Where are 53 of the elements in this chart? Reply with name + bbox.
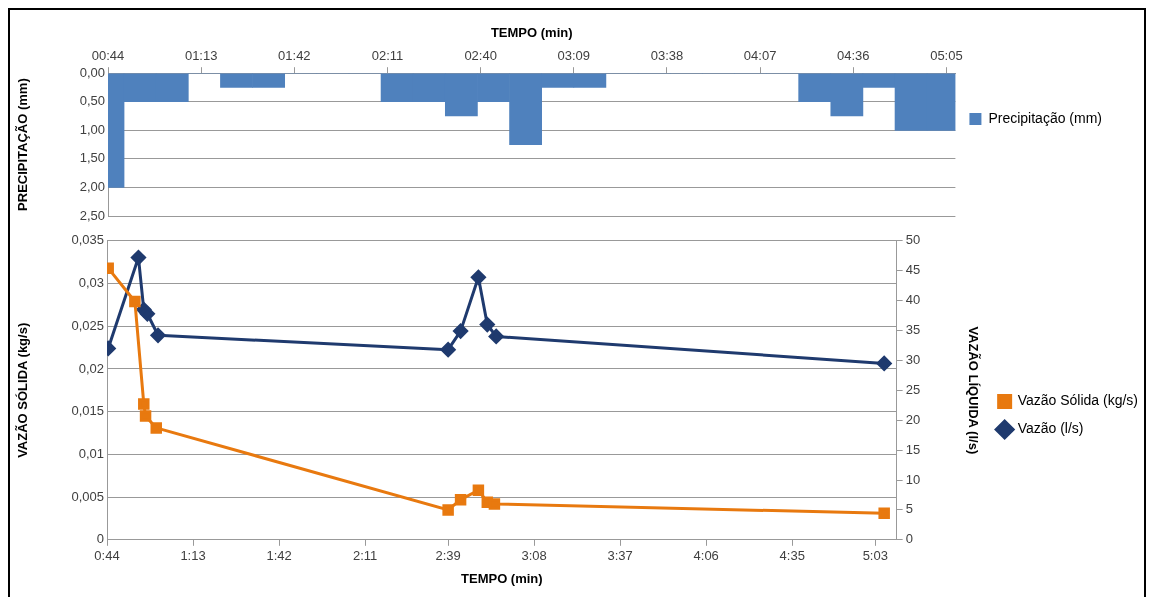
x-tick-label: 01:13 (184, 47, 218, 63)
y-tick-label: 0,00 (79, 64, 105, 80)
legend-label: Vazão (l/s) (1017, 420, 1084, 437)
x-tick-label: 03:38 (650, 47, 684, 63)
y-tick-label: 0,025 (71, 317, 104, 333)
x-tick-label: 04:36 (837, 47, 870, 63)
x-tick-label: 4:35 (779, 548, 805, 564)
x-axis-title: TEMPO (min) (461, 570, 543, 586)
y2-tick-label: 15 (905, 441, 921, 457)
y-tick-label: 0,035 (71, 232, 104, 248)
x-tick-label: 04:07 (743, 47, 777, 63)
x-axis-title: TEMPO (min) (490, 25, 573, 41)
y-tick-label: 0,015 (71, 403, 104, 419)
x-tick-label: 00:44 (91, 47, 125, 63)
y2-tick-label: 45 (905, 262, 921, 278)
y2-tick-label: 25 (905, 381, 921, 397)
x-tick-label: 2:11 (352, 548, 378, 564)
y2-tick-label: 10 (905, 471, 921, 487)
y-tick-label: 1,00 (79, 121, 105, 137)
legend-label: Precipitação (mm) (988, 109, 1103, 126)
x-tick-label: 02:40 (464, 47, 497, 63)
y-tick-label: 0 (96, 531, 104, 547)
x-tick-label: 3:37 (607, 548, 633, 564)
y-tick-label: 0,03 (78, 275, 104, 291)
y2-tick-label: 20 (905, 411, 921, 427)
x-tick-label: 01:42 (278, 47, 311, 63)
y-tick-label: 2,00 (79, 179, 105, 195)
y2-tick-label: 5 (905, 501, 913, 517)
x-tick-label: 05:05 (930, 47, 963, 63)
y-tick-label: 0,50 (79, 93, 105, 109)
y2-tick-label: 30 (905, 351, 921, 367)
y-tick-label: 0,005 (71, 488, 104, 504)
y2-tick-label: 35 (905, 322, 921, 338)
y-tick-label: 2,50 (79, 207, 105, 223)
x-tick-label: 2:39 (435, 548, 461, 564)
x-tick-label: 5:03 (862, 548, 888, 564)
y2-tick-label: 0 (905, 531, 913, 547)
y2-axis-title: VAZÃO LÍQUIDA (l/s) (966, 326, 982, 455)
y-axis-title: VAZÃO SÓLIDA (kg/s) (15, 322, 31, 458)
y-tick-label: 1,50 (79, 150, 105, 166)
x-tick-label: 0:44 (94, 548, 120, 564)
y2-tick-label: 50 (905, 232, 921, 248)
x-tick-label: 4:06 (693, 548, 719, 564)
y-axis-title: PRECIPITAÇÃO (mm) (15, 78, 31, 211)
y2-tick-label: 40 (905, 292, 921, 308)
y-tick-label: 0,02 (78, 360, 104, 376)
x-tick-label: 03:09 (557, 47, 591, 63)
x-tick-label: 3:08 (521, 548, 547, 564)
x-tick-label: 1:42 (266, 548, 292, 564)
x-tick-label: 02:11 (371, 47, 404, 63)
legend-label: Vazão Sólida (kg/s) (1017, 392, 1139, 409)
x-tick-label: 1:13 (180, 548, 206, 564)
y-tick-label: 0,01 (78, 445, 104, 461)
